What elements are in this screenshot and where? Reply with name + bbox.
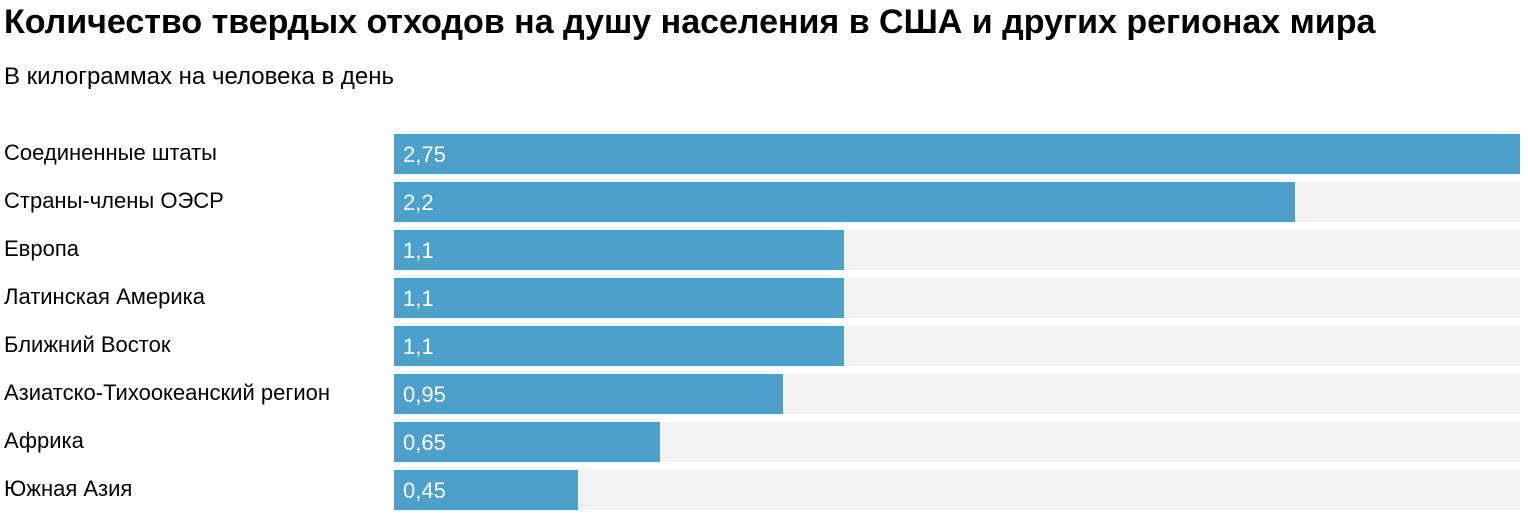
bar-track: 1,1 <box>394 326 1520 366</box>
value-label: 1,1 <box>403 286 434 311</box>
bar: 2,75 <box>394 134 1520 174</box>
value-label: 1,1 <box>403 334 434 359</box>
bar-track: 1,1 <box>394 278 1520 318</box>
value-label: 2,2 <box>403 190 434 215</box>
bar-track: 0,65 <box>394 422 1520 462</box>
bar-track: 2,75 <box>394 134 1520 174</box>
bar-row: Африка 0,65 <box>0 422 1528 462</box>
category-label: Африка <box>4 428 84 453</box>
value-label: 1,1 <box>403 238 434 263</box>
bar: 1,1 <box>394 326 844 366</box>
value-label: 0,45 <box>403 478 446 503</box>
bar-row: Азиатско-Тихоокеанский регион 0,95 <box>0 374 1528 414</box>
bar-row: Латинская Америка 1,1 <box>0 278 1528 318</box>
bar-row: Южная Азия 0,45 <box>0 470 1528 510</box>
value-label: 2,75 <box>403 142 446 167</box>
bar-row: Страны-члены ОЭСР 2,2 <box>0 182 1528 222</box>
category-label: Соединенные штаты <box>4 140 217 165</box>
bar: 1,1 <box>394 278 844 318</box>
chart-subtitle: В килограммах на человека в день <box>4 63 395 90</box>
category-label: Азиатско-Тихоокеанский регион <box>4 380 331 405</box>
bar-track: 0,45 <box>394 470 1520 510</box>
value-label: 0,95 <box>403 382 446 407</box>
bar-row: Ближний Восток 1,1 <box>0 326 1528 366</box>
bar: 2,2 <box>394 182 1295 222</box>
category-label: Южная Азия <box>4 476 133 501</box>
chart-title: Количество твердых отходов на душу насел… <box>4 3 1376 41</box>
category-label: Ближний Восток <box>4 332 171 357</box>
bar-track: 0,95 <box>394 374 1520 414</box>
bar: 1,1 <box>394 230 844 270</box>
value-label: 0,65 <box>403 430 446 455</box>
bar-track: 2,2 <box>394 182 1520 222</box>
category-label: Страны-члены ОЭСР <box>4 188 224 213</box>
category-label: Латинская Америка <box>4 284 205 309</box>
bar: 0,95 <box>394 374 783 414</box>
bar: 0,45 <box>394 470 578 510</box>
bar-track: 1,1 <box>394 230 1520 270</box>
bar-row: Соединенные штаты 2,75 <box>0 134 1528 174</box>
bar-row: Европа 1,1 <box>0 230 1528 270</box>
bar: 0,65 <box>394 422 660 462</box>
category-label: Европа <box>4 236 79 261</box>
